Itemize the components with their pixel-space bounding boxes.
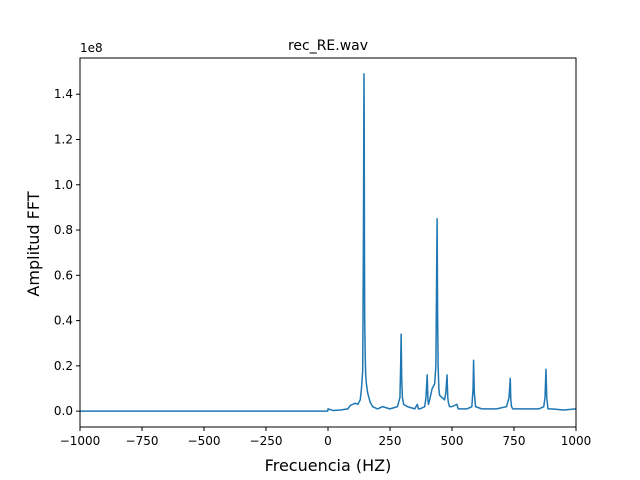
x-tick-label: −250 xyxy=(250,434,283,448)
offset-text: 1e8 xyxy=(80,41,103,55)
chart-title: rec_RE.wav xyxy=(288,38,368,54)
plot-area xyxy=(80,73,577,412)
x-tick-label: 750 xyxy=(503,434,526,448)
x-tick-label: 250 xyxy=(379,434,402,448)
y-tick-label: 1.2 xyxy=(54,132,73,146)
axes-frame xyxy=(79,57,577,428)
x-axis-ticks: −1000 −750 −500 −250 0 250 500 750 1000 xyxy=(60,427,592,448)
x-tick-label: −750 xyxy=(126,434,159,448)
y-axis-ticks: 0.0 0.2 0.4 0.6 0.8 1.0 1.2 1.4 xyxy=(54,87,80,418)
y-tick-label: 0.8 xyxy=(54,223,73,237)
x-tick-label: 0 xyxy=(324,434,332,448)
y-tick-label: 0.0 xyxy=(54,404,73,418)
x-tick-label: 500 xyxy=(441,434,464,448)
x-axis-label: Frecuencia (HZ) xyxy=(265,456,392,475)
y-axis-label: Amplitud FFT xyxy=(24,191,43,296)
x-tick-label: −500 xyxy=(188,434,221,448)
x-tick-label: 1000 xyxy=(561,434,592,448)
x-tick-label: −1000 xyxy=(60,434,101,448)
y-tick-label: 1.4 xyxy=(54,87,73,101)
y-tick-label: 0.6 xyxy=(54,268,73,282)
y-tick-label: 1.0 xyxy=(54,178,73,192)
y-tick-label: 0.4 xyxy=(54,314,73,328)
fft-series-line xyxy=(80,73,577,412)
y-tick-label: 0.2 xyxy=(54,359,73,373)
